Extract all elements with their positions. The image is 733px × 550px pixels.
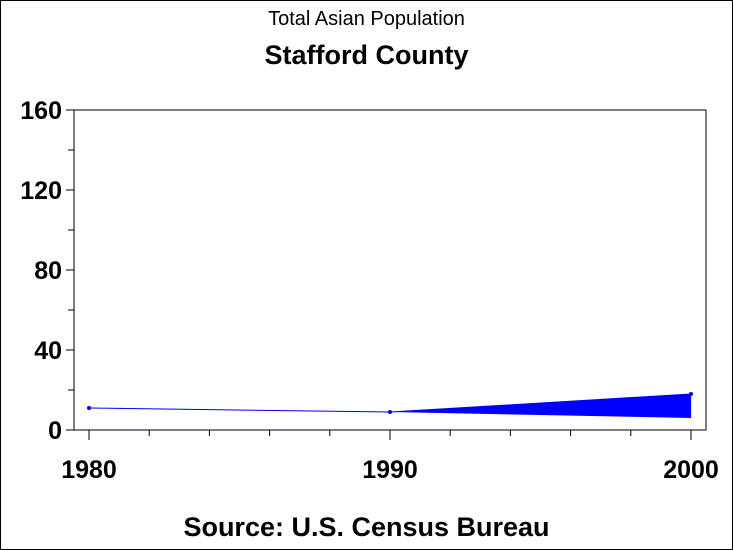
y-tick-label: 160 xyxy=(20,97,62,125)
band-layer xyxy=(390,394,691,418)
x-tick-label: 2000 xyxy=(663,456,719,484)
x-axis: 1980 1990 2000 xyxy=(61,430,719,484)
x-tick-label: 1990 xyxy=(362,456,418,484)
data-point xyxy=(87,406,91,410)
x-tick-label: 1980 xyxy=(61,456,117,484)
series-layer xyxy=(87,392,693,414)
series-band xyxy=(390,394,691,418)
chart-title: Stafford County xyxy=(264,40,469,70)
y-tick-label: 40 xyxy=(34,337,62,365)
y-axis: 0 40 80 120 160 xyxy=(20,97,74,445)
source-note: Source: U.S. Census Bureau xyxy=(183,512,550,542)
chart-subtitle: Total Asian Population xyxy=(268,8,465,30)
data-point xyxy=(689,392,693,396)
y-tick-label: 120 xyxy=(20,177,62,205)
y-tick-label: 80 xyxy=(34,257,62,285)
data-point xyxy=(388,410,392,414)
plot-area xyxy=(73,109,707,431)
y-tick-label: 0 xyxy=(48,417,62,445)
